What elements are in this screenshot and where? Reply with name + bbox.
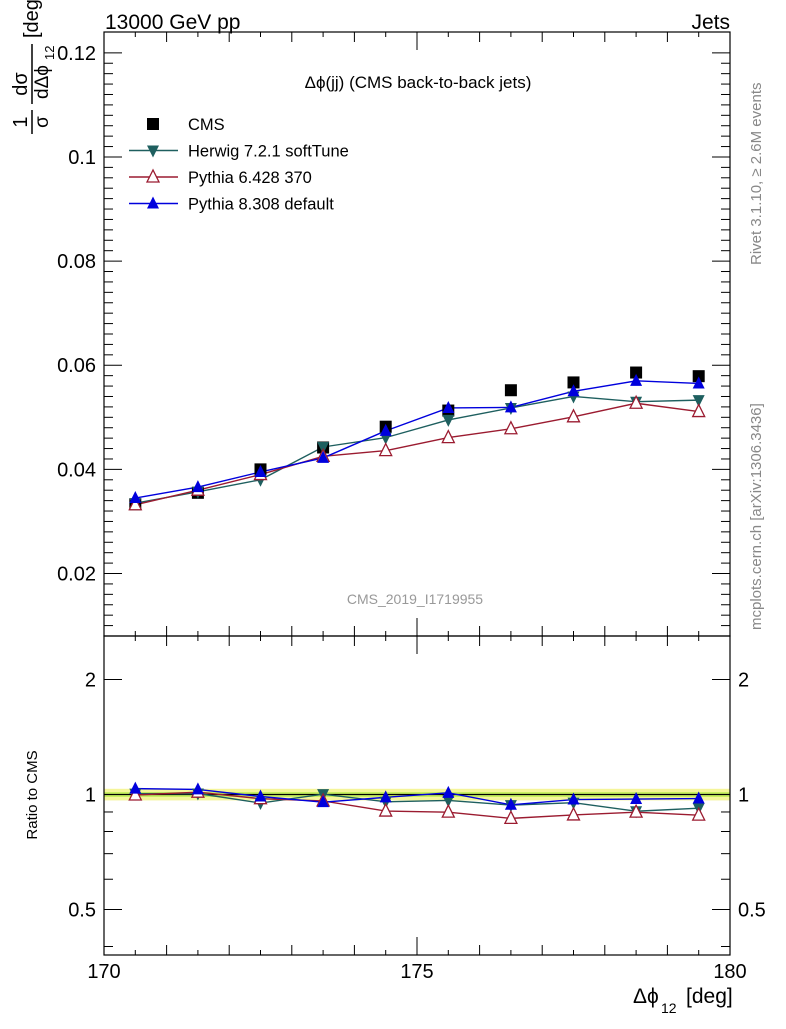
y-tick-label: 0.06 (57, 355, 96, 377)
svg-text:1: 1 (10, 116, 32, 127)
series-line-1 (135, 395, 699, 504)
header-energy-label: 13000 GeV pp (105, 11, 240, 34)
data-point-3 (630, 373, 643, 386)
data-point-2 (128, 496, 143, 511)
svg-text:dΔϕ: dΔϕ (32, 65, 53, 99)
chart-title: Δϕ(jj) (CMS back-to-back jets) (305, 73, 532, 92)
y-tick-label: 0.08 (57, 251, 96, 273)
ratio-y-tick-label-right: 0.5 (738, 899, 766, 921)
legend-label-2: Pythia 6.428 370 (188, 169, 312, 187)
ratio-point-1 (629, 803, 644, 818)
x-tick-label: 170 (87, 961, 120, 983)
ratio-y-tick-label: 1 (85, 784, 96, 806)
data-point-2 (629, 394, 644, 409)
analysis-watermark: CMS_2019_I1719955 (347, 591, 483, 607)
main-y-axis-label: 1 σ dσ dΔϕ 12 [deg -1 ] (10, 0, 57, 134)
ratio-point-2 (129, 781, 142, 794)
svg-text:σ: σ (32, 116, 53, 128)
data-point-0 (630, 366, 643, 379)
data-point-3 (191, 480, 204, 493)
legend-marker-2 (145, 168, 161, 183)
ratio-y-tick-label: 0.5 (68, 899, 96, 921)
svg-text:12: 12 (661, 1000, 677, 1016)
legend-label-3: Pythia 8.308 default (188, 196, 334, 214)
svg-text:dσ: dσ (10, 72, 32, 96)
ratio-point-2 (379, 790, 392, 803)
data-point-0 (567, 376, 580, 389)
data-point-1 (692, 395, 705, 408)
data-point-3 (567, 384, 580, 397)
ratio-point-2 (442, 785, 455, 798)
ratio-line-1 (135, 791, 699, 820)
data-point-3 (129, 491, 142, 504)
y-tick-label: 0.04 (57, 459, 96, 481)
data-point-0 (504, 384, 517, 397)
rivet-version-label: Rivet 3.1.10, ≥ 2.6M events (748, 83, 765, 266)
ratio-point-1 (441, 803, 456, 818)
series-line-3 (135, 380, 699, 499)
data-point-2 (566, 408, 581, 423)
x-axis-label: Δϕ 12 [deg] (633, 985, 733, 1016)
ratio-point-2 (567, 792, 580, 805)
svg-text:12: 12 (42, 46, 57, 60)
data-point-2 (503, 420, 518, 435)
ratio-line-2 (135, 787, 699, 806)
svg-text:Δϕ: Δϕ (633, 985, 659, 1008)
svg-text:[deg: [deg (21, 0, 43, 38)
data-point-3 (442, 400, 455, 413)
y-tick-label: 0.12 (57, 43, 96, 65)
ratio-y-tick-label-right: 1 (738, 784, 749, 806)
x-tick-label: 180 (713, 961, 746, 983)
legend-label-1: Herwig 7.2.1 softTune (188, 143, 349, 161)
ratio-point-1 (128, 786, 143, 801)
series-line-2 (135, 402, 699, 506)
ratio-point-2 (630, 792, 643, 805)
data-point-3 (254, 464, 267, 477)
data-point-2 (441, 429, 456, 444)
legend-marker-1 (147, 145, 159, 158)
data-point-0 (692, 370, 705, 383)
ratio-point-1 (691, 806, 706, 821)
ratio-point-2 (692, 791, 705, 804)
data-point-2 (378, 442, 393, 457)
data-point-3 (379, 423, 392, 436)
mcplots-reference-label: mcplots.cern.ch [arXiv:1306.3436] (748, 403, 765, 630)
legend-marker-0 (147, 118, 159, 130)
svg-text:[deg]: [deg] (686, 985, 733, 1008)
ratio-y-tick-label: 2 (85, 670, 96, 692)
data-point-3 (317, 450, 330, 463)
ratio-y-axis-label: Ratio to CMS (24, 750, 41, 839)
ratio-point-0 (442, 795, 455, 808)
legend-label-0: CMS (188, 116, 225, 134)
x-tick-label: 175 (400, 961, 433, 983)
y-tick-label: 0.02 (57, 564, 96, 586)
ratio-point-1 (378, 802, 393, 817)
data-point-3 (504, 400, 517, 413)
ratio-point-2 (504, 797, 517, 810)
y-tick-label: 0.1 (68, 147, 96, 169)
legend: CMS Herwig 7.2.1 softTune Pythia 6.428 370… (129, 116, 349, 214)
ratio-point-1 (503, 809, 518, 825)
header-process-label: Jets (691, 11, 730, 34)
ratio-line-0 (135, 792, 699, 812)
ratio-point-2 (254, 789, 267, 802)
ratio-point-2 (191, 782, 204, 795)
data-point-3 (692, 376, 705, 389)
ratio-point-2 (317, 795, 330, 808)
data-point-2 (691, 403, 706, 418)
ratio-point-1 (566, 806, 581, 821)
ratio-y-tick-label-right: 2 (738, 670, 749, 692)
data-point-1 (442, 414, 455, 427)
legend-marker-3 (147, 196, 159, 209)
